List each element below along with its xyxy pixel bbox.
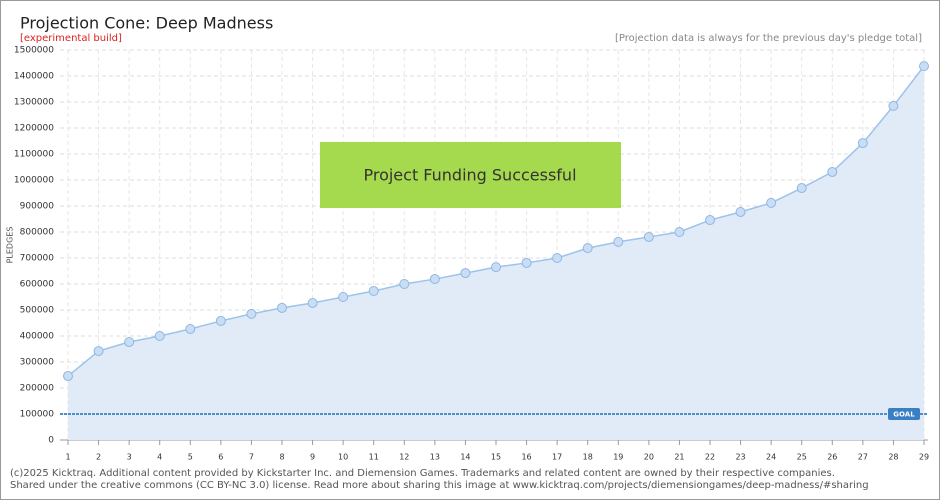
point — [338, 292, 349, 302]
x-tick-label: 2 — [96, 453, 101, 462]
y-tick-label: 0 — [48, 436, 54, 446]
x-tick-label: 3 — [127, 453, 132, 462]
point — [613, 236, 624, 247]
y-tick-label: 1000000 — [14, 176, 54, 186]
x-tick-label: 6 — [218, 453, 223, 462]
goal-badge — [888, 408, 920, 420]
point — [368, 286, 379, 297]
x-tick-label: 16 — [521, 453, 531, 462]
x-tick-label: 17 — [552, 453, 562, 462]
area — [68, 66, 924, 441]
x-tick-label: 8 — [279, 453, 284, 462]
point — [705, 215, 715, 226]
point — [93, 346, 104, 357]
y-tick-label: 300000 — [20, 358, 55, 368]
note: [Projection data is always for the previ… — [615, 33, 922, 44]
point — [919, 61, 929, 72]
footer: (c)2025 Kicktraq. Additional content pro… — [10, 468, 835, 479]
y-tick-label: 800000 — [20, 228, 55, 238]
point — [185, 323, 196, 334]
x-tick-label: 22 — [705, 453, 715, 462]
x-tick-label: 9 — [310, 453, 315, 462]
y-tick-label: 900000 — [20, 202, 55, 212]
y-tick-label: 1300000 — [14, 98, 54, 108]
point — [888, 100, 899, 111]
point — [307, 297, 318, 308]
x-tick-label: 20 — [644, 453, 654, 462]
y-tick-label: 500000 — [20, 306, 55, 316]
x-tick-label: 28 — [888, 453, 898, 462]
y-tick-label: 100000 — [20, 410, 55, 420]
point — [460, 268, 471, 279]
y-tick-label: 1100000 — [14, 150, 54, 160]
x-tick-label: 4 — [157, 453, 162, 462]
point — [246, 308, 257, 319]
x-tick-label: 19 — [613, 453, 623, 462]
plot: 0 100000 200000 300000 400000 500000 600000 700… — [14, 46, 929, 462]
point — [154, 331, 165, 341]
point — [582, 243, 593, 254]
banner — [320, 142, 621, 208]
x-tick-label: 10 — [338, 453, 348, 462]
x-tick-label: 5 — [188, 453, 193, 462]
x-tick-label: 27 — [858, 453, 868, 462]
point — [643, 231, 654, 242]
subtitle: [experimental build] — [20, 33, 122, 44]
x-tick-label: 12 — [399, 453, 409, 462]
y-tick-label: 1200000 — [14, 124, 54, 134]
point — [521, 257, 532, 268]
y-tick-label: 400000 — [20, 332, 55, 342]
banner-text: Project Funding Successful — [363, 166, 576, 185]
point — [766, 197, 777, 208]
chart-title: Projection Cone: Deep Madness — [20, 14, 273, 33]
x-tick-label: 23 — [735, 453, 745, 462]
x-tick-label: 21 — [674, 453, 684, 462]
y-tick-label: 200000 — [20, 384, 55, 394]
point — [674, 227, 685, 237]
point — [429, 274, 440, 285]
x-tick-label: 29 — [919, 453, 929, 462]
x-tick-label: 26 — [827, 453, 837, 462]
x-tick-label: 1 — [65, 453, 70, 462]
x-tick-label: 18 — [583, 453, 593, 462]
point — [399, 279, 410, 289]
point — [215, 315, 226, 326]
point — [796, 183, 807, 194]
point — [857, 138, 868, 149]
footer: Shared under the creative commons (CC BY… — [10, 480, 869, 491]
point — [735, 206, 746, 217]
point — [63, 371, 73, 382]
y-tick-label: 1500000 — [14, 46, 54, 56]
y-axis-label: PLEDGES — [6, 227, 15, 264]
x-tick-label: 14 — [460, 453, 470, 462]
x-tick-label: 25 — [797, 453, 807, 462]
x-tick-label: 13 — [430, 453, 440, 462]
x-tick-label: 15 — [491, 453, 501, 462]
goal-label: GOAL — [893, 411, 915, 419]
point — [491, 262, 501, 273]
point — [552, 253, 563, 263]
y-tick-label: 700000 — [20, 254, 55, 264]
point — [277, 302, 287, 313]
y-tick-label: 600000 — [20, 280, 55, 290]
point — [124, 336, 135, 347]
x-tick-label: 11 — [369, 453, 379, 462]
y-tick-label: 1400000 — [14, 72, 54, 82]
x-tick-label: 24 — [766, 453, 776, 462]
x-tick-label: 7 — [249, 453, 254, 462]
point — [827, 166, 838, 177]
